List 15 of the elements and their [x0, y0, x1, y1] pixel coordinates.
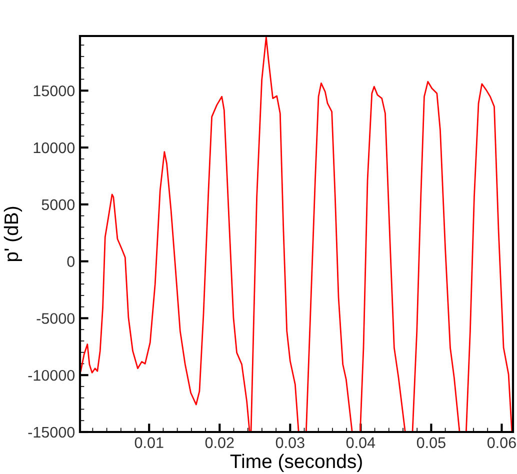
y-tick-label: 10000 [34, 142, 75, 154]
y-tick-label: 0 [67, 256, 75, 267]
y-tick-label: -15000 [28, 426, 75, 438]
y-tick-label: -10000 [28, 370, 75, 381]
y-axis-title: p' (dB) [4, 206, 22, 262]
x-tick-label: 0.05 [416, 437, 446, 448]
x-tick-label: 0.04 [346, 437, 376, 448]
x-tick-label: 0.02 [205, 437, 234, 448]
x-tick-label: 0.03 [276, 437, 304, 448]
x-tick-label: 0.01 [134, 437, 164, 448]
x-tick-label: 0.06 [487, 437, 516, 448]
y-tick-label: 15000 [34, 85, 75, 96]
x-axis-title: Time (seconds) [230, 454, 362, 472]
y-tick-label: 5000 [42, 199, 75, 210]
y-tick-label: -5000 [36, 313, 75, 324]
